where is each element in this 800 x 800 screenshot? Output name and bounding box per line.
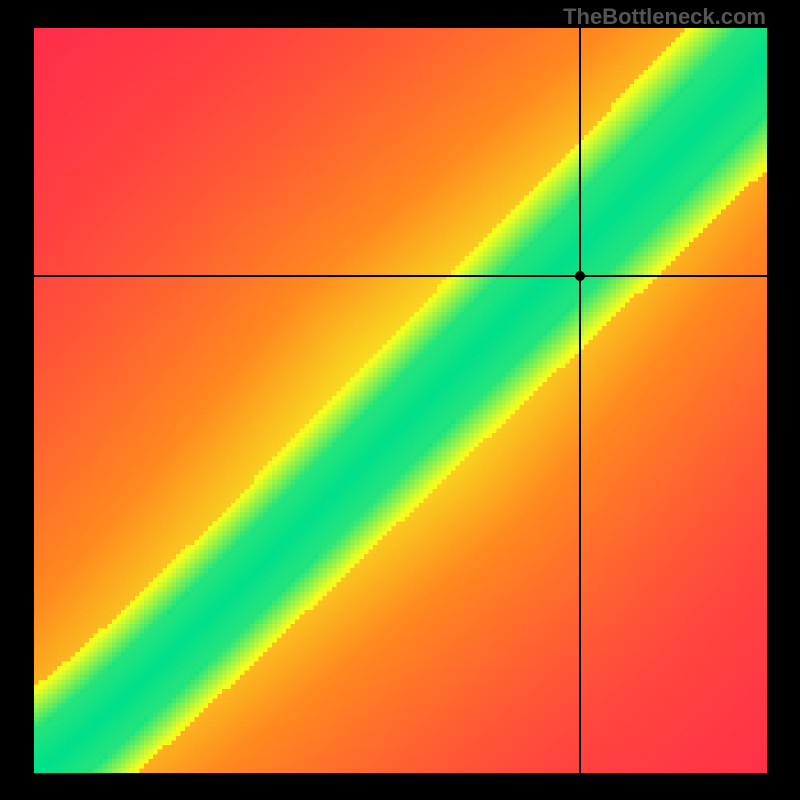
crosshair-horizontal <box>34 275 767 277</box>
watermark-text: TheBottleneck.com <box>563 4 766 30</box>
chart-container: TheBottleneck.com <box>0 0 800 800</box>
crosshair-vertical <box>579 28 581 773</box>
bottleneck-heatmap <box>34 28 767 773</box>
